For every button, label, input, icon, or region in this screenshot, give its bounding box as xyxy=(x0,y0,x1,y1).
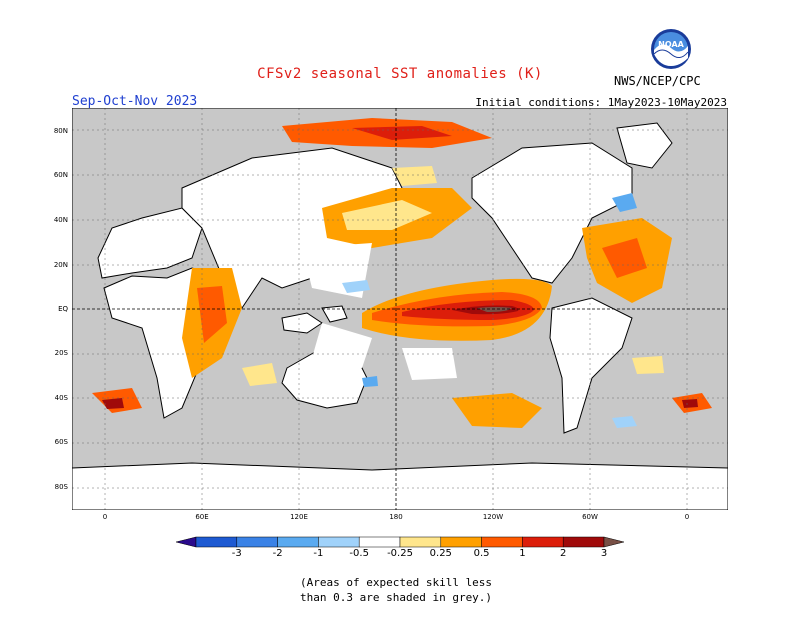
lat-label: 80N xyxy=(53,127,68,135)
noaa-logo-icon: NOAA xyxy=(650,28,692,70)
reference-lines xyxy=(72,108,728,510)
colorbar-tick-label: 0.25 xyxy=(429,548,452,559)
colorbar-segment xyxy=(277,536,319,548)
lat-label: 60S xyxy=(54,438,68,446)
lat-label: 80S xyxy=(54,483,68,491)
colorbar-min-arrow xyxy=(175,536,197,548)
logo-text: NOAA xyxy=(658,40,684,49)
lat-label: 40S xyxy=(54,394,68,402)
lat-label: 20N xyxy=(53,261,68,269)
south-warm xyxy=(452,393,542,428)
colorbar-segment xyxy=(522,536,564,548)
lat-label: 20S xyxy=(54,349,68,357)
colorbar-max-arrow xyxy=(603,536,625,548)
colorbar-segment xyxy=(440,536,482,548)
lon-label: 0 xyxy=(684,513,690,521)
sst-anomaly-map xyxy=(72,108,728,510)
agency-label: NWS/NCEP/CPC xyxy=(614,74,701,88)
enso-max xyxy=(477,307,512,312)
lon-label: 180 xyxy=(389,513,403,521)
colorbar-tick-label: -0.5 xyxy=(349,548,369,559)
lon-label: 0 xyxy=(102,513,108,521)
lon-label: 60W xyxy=(582,513,598,521)
lat-label: 60N xyxy=(53,171,68,179)
skill-note: (Areas of expected skill less than 0.3 a… xyxy=(300,576,493,604)
colorbar-segment xyxy=(358,536,401,548)
colorbar-tick-label: 2 xyxy=(560,548,567,559)
colorbar-segment xyxy=(236,536,278,548)
season-label: Sep-Oct-Nov 2023 xyxy=(72,94,198,109)
colorbar-segment xyxy=(195,536,238,548)
colorbar-tick-label: -3 xyxy=(231,548,242,559)
colorbar-tick-label: -1 xyxy=(313,548,324,559)
lat-label: EQ xyxy=(58,305,68,313)
colorbar xyxy=(175,534,625,548)
initial-conditions-label: Initial conditions: 1May2023-10May2023 xyxy=(475,96,727,109)
colorbar-tick-label: -0.25 xyxy=(387,548,413,559)
lat-label: 40N xyxy=(53,216,68,224)
colorbar-segment xyxy=(399,536,442,548)
cool-anomalies xyxy=(342,193,637,428)
lon-label: 120W xyxy=(482,513,504,521)
lon-label: 120E xyxy=(290,513,308,521)
colorbar-segment xyxy=(481,536,523,548)
chart-title: CFSv2 seasonal SST anomalies (K) xyxy=(257,66,543,82)
colorbar-tick-label: 1 xyxy=(519,548,526,559)
colorbar-tick-label: 0.5 xyxy=(473,548,490,559)
warm-anomalies xyxy=(92,118,712,428)
colorbar-segment xyxy=(562,536,605,548)
lon-label: 60E xyxy=(195,513,209,521)
colorbar-tick-label: -2 xyxy=(272,548,283,559)
colorbar-segment xyxy=(318,536,360,548)
colorbar-tick-label: 3 xyxy=(600,548,608,559)
